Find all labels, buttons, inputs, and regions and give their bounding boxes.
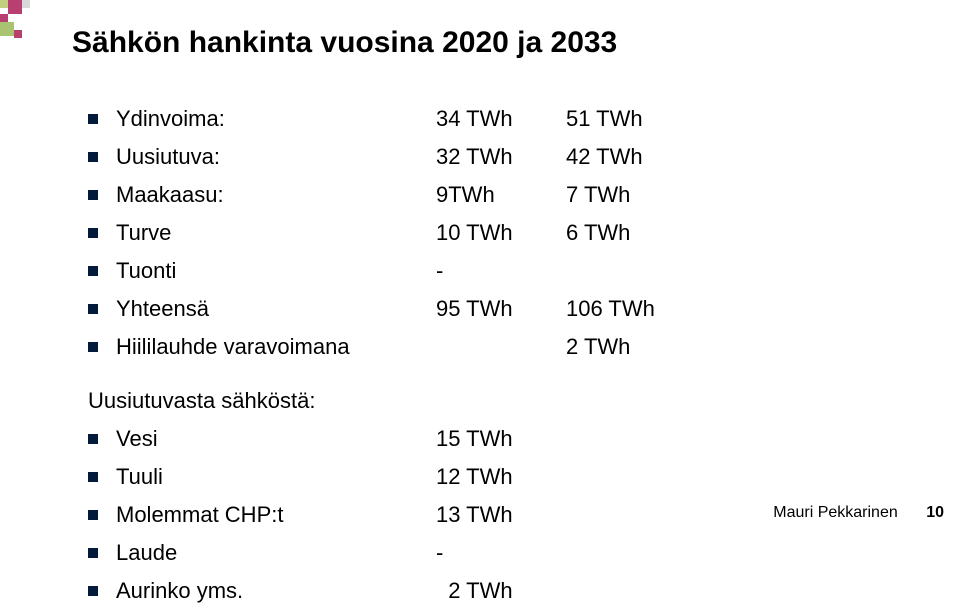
table-row: Laude- (88, 540, 868, 566)
table-row: Yhteensä95 TWh106 TWh (88, 296, 868, 322)
row-label: Tuonti (116, 258, 436, 284)
row-label: Molemmat CHP:t (116, 502, 436, 528)
row-label: Yhteensä (116, 296, 436, 322)
decor-square (0, 14, 8, 22)
row-value-1: 32 TWh (436, 144, 566, 170)
energy-table: Ydinvoima:34 TWh51 TWh Uusiutuva:32 TWh42… (88, 106, 868, 360)
table-row: Tuuli12 TWh (88, 464, 868, 490)
bullet-icon (88, 228, 98, 238)
row-label: Ydinvoima: (116, 106, 436, 132)
bullet-icon (88, 114, 98, 124)
bullet-icon (88, 510, 98, 520)
bullet-icon (88, 266, 98, 276)
bullet-icon (88, 342, 98, 352)
page-title: Sähkön hankinta vuosina 2020 ja 2033 (72, 26, 617, 60)
renewables-table: Vesi15 TWhTuuli12 TWhMolemmat CHP:t13 TW… (88, 426, 868, 604)
row-value-1: - (436, 258, 566, 284)
decor-square (0, 0, 8, 8)
row-label: Vesi (116, 426, 436, 452)
row-label: Maakaasu: (116, 182, 436, 208)
row-label: Aurinko yms. (116, 578, 436, 604)
slide: Sähkön hankinta vuosina 2020 ja 2033 Ydi… (0, 0, 960, 532)
bullet-icon (88, 190, 98, 200)
table-row: Turve10 TWh6 TWh (88, 220, 868, 246)
row-value-1: 95 TWh (436, 296, 566, 322)
bullet-icon (88, 472, 98, 482)
footer-page-number: 10 (926, 504, 944, 521)
row-value-1: 10 TWh (436, 220, 566, 246)
row-label: Hiililauhde varavoimana (116, 334, 436, 360)
row-value-2: 6 TWh (566, 220, 696, 246)
decor-square (0, 22, 14, 36)
row-value-2: 106 TWh (566, 296, 696, 322)
table-row: Ydinvoima:34 TWh51 TWh (88, 106, 868, 132)
row-value-1: 2 TWh (436, 578, 566, 604)
table-row: Aurinko yms. 2 TWh (88, 578, 868, 604)
row-value-1: 34 TWh (436, 106, 566, 132)
table-row: Uusiutuva:32 TWh42 TWh (88, 144, 868, 170)
renewables-section: Uusiutuvasta sähköstä: Vesi15 TWhTuuli12… (88, 388, 868, 604)
row-label: Turve (116, 220, 436, 246)
table-row: Molemmat CHP:t13 TWh (88, 502, 868, 528)
row-value-1: 9TWh (436, 182, 566, 208)
table-row: Tuonti- (88, 258, 868, 284)
subheading: Uusiutuvasta sähköstä: (88, 388, 868, 414)
decor-square (8, 0, 22, 14)
decor-square (14, 30, 22, 38)
content-area: Ydinvoima:34 TWh51 TWh Uusiutuva:32 TWh42… (88, 106, 868, 616)
footer-author: Mauri Pekkarinen (773, 504, 898, 521)
table-row: Vesi15 TWh (88, 426, 868, 452)
bullet-icon (88, 152, 98, 162)
footer: Mauri Pekkarinen 10 (773, 504, 944, 522)
row-value-2: 2 TWh (566, 334, 696, 360)
row-value-1: 15 TWh (436, 426, 566, 452)
row-value-1: 12 TWh (436, 464, 566, 490)
table-row: Maakaasu:9TWh7 TWh (88, 182, 868, 208)
row-label: Uusiutuva: (116, 144, 436, 170)
row-value-2: 42 TWh (566, 144, 696, 170)
bullet-icon (88, 586, 98, 596)
bullet-icon (88, 304, 98, 314)
table-row: Hiililauhde varavoimana 2 TWh (88, 334, 868, 360)
row-value-2: 51 TWh (566, 106, 696, 132)
bullet-icon (88, 548, 98, 558)
bullet-icon (88, 434, 98, 444)
decor-square (22, 0, 30, 8)
row-label: Tuuli (116, 464, 436, 490)
row-value-1: 13 TWh (436, 502, 566, 528)
row-value-1: - (436, 540, 566, 566)
corner-decoration (0, 0, 58, 50)
row-label: Laude (116, 540, 436, 566)
row-value-2: 7 TWh (566, 182, 696, 208)
